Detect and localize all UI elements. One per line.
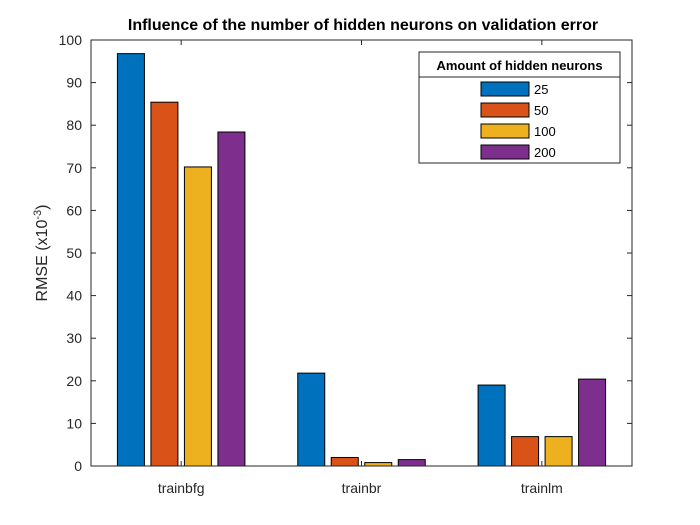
bar-trainbr-50 — [330, 456, 359, 467]
legend-label-200: 200 — [534, 145, 556, 160]
y-axis-label-suffix: ) — [34, 205, 51, 210]
legend-swatch-50 — [480, 102, 530, 118]
legend-swatch-100 — [480, 123, 530, 139]
legend-swatch-200 — [480, 144, 530, 160]
legend-label-25: 25 — [534, 82, 548, 97]
x-tick-label: trainbfg — [158, 480, 205, 496]
bar-trainlm-100 — [544, 436, 573, 467]
legend-title: Amount of hidden neurons — [436, 58, 602, 73]
bar-trainbfg-200 — [217, 131, 246, 467]
y-axis-label-base: RMSE (x10 — [34, 220, 51, 302]
x-tick-label: trainlm — [521, 480, 563, 496]
legend: Amount of hidden neurons 25 50 100 200 — [418, 51, 621, 164]
y-tick-label: 10 — [66, 415, 82, 431]
chart-title: Influence of the number of hidden neuron… — [128, 17, 598, 34]
bar-trainbfg-50 — [150, 101, 179, 467]
legend-label-50: 50 — [534, 103, 548, 118]
x-tick-label: trainbr — [342, 480, 382, 496]
y-tick-label: 90 — [66, 75, 82, 91]
bar-trainbfg-100 — [183, 166, 212, 467]
y-tick-label: 80 — [66, 117, 82, 133]
y-tick-label: 50 — [66, 245, 82, 261]
axes-frame — [90, 39, 633, 467]
y-axis-label-exponent: -3 — [32, 210, 44, 220]
bar-trainbfg-25 — [116, 53, 145, 467]
bar-trainbr-100 — [364, 462, 393, 467]
bar-trainlm-50 — [511, 436, 540, 467]
y-tick-label: 30 — [66, 330, 82, 346]
y-tick-label: 0 — [74, 458, 82, 474]
y-tick-label: 20 — [66, 373, 82, 389]
bar-trainlm-25 — [477, 384, 506, 467]
y-tick-label: 100 — [59, 32, 83, 48]
y-tick-label: 60 — [66, 202, 82, 218]
y-tick-label: 70 — [66, 160, 82, 176]
y-axis-label: RMSE (x10-3) — [32, 205, 51, 302]
bar-trainbr-200 — [397, 459, 426, 467]
y-tick-label: 40 — [66, 288, 82, 304]
bar-trainbr-25 — [297, 372, 326, 467]
legend-label-100: 100 — [534, 124, 556, 139]
legend-swatch-25 — [480, 81, 530, 97]
bar-trainlm-200 — [578, 378, 607, 467]
